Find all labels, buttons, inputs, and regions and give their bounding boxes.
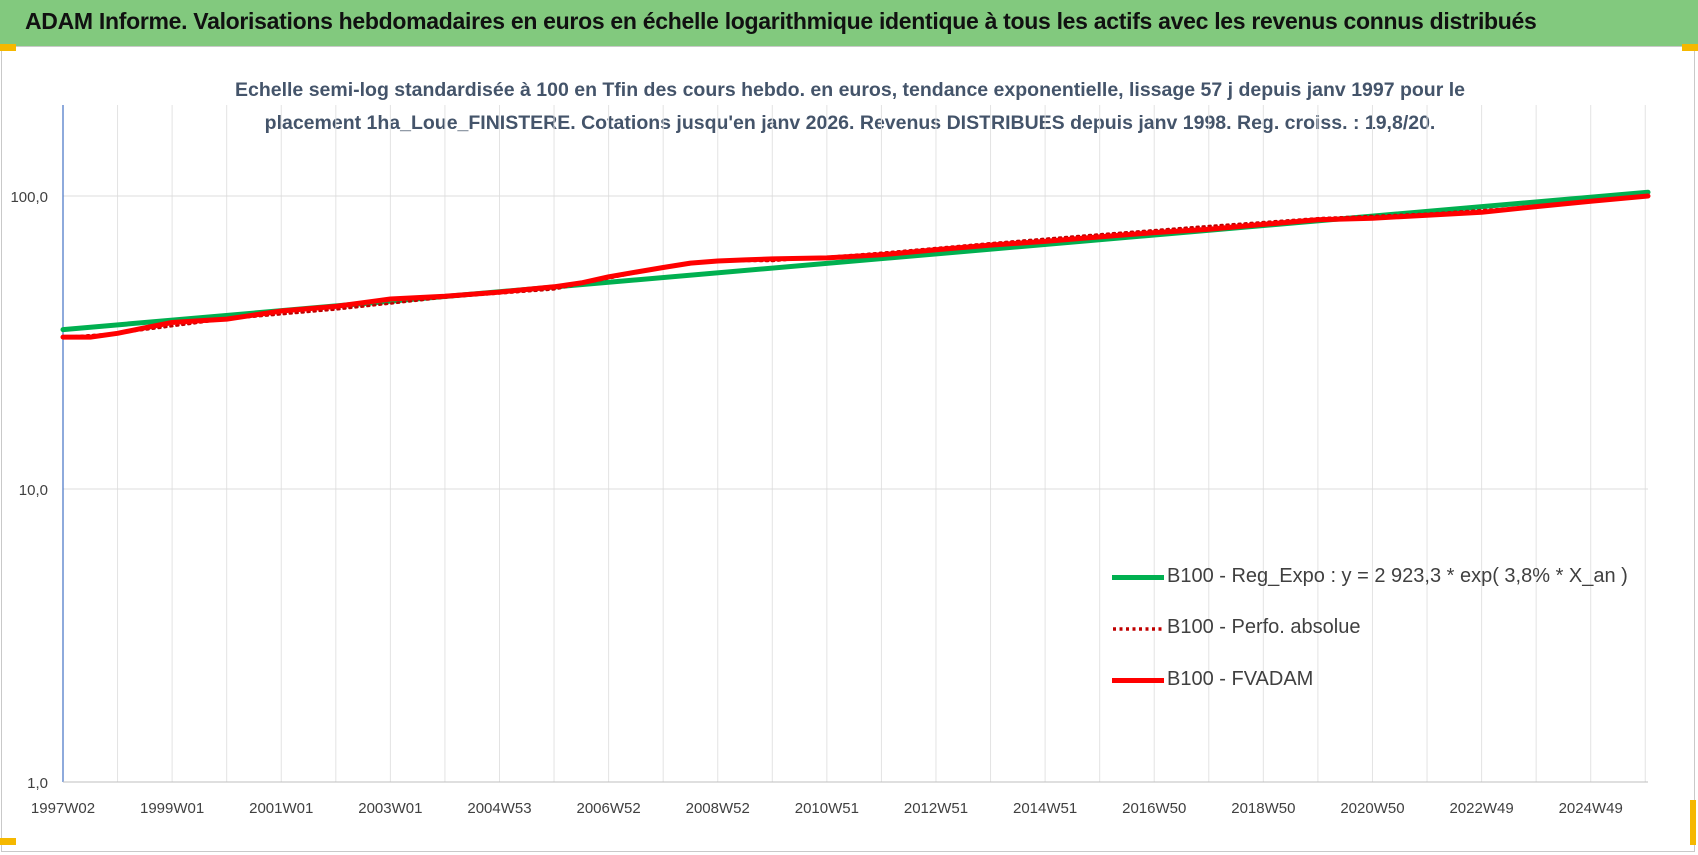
x-tick-label: 2006W52 — [577, 800, 641, 817]
corner-marker-bottom-right — [1690, 800, 1696, 845]
x-tick-label: 2008W52 — [686, 800, 750, 817]
x-tick-label: 2004W53 — [467, 800, 531, 817]
chart-title-line-2: placement 1ha_Loue_FINISTERE. Cotations … — [264, 112, 1436, 134]
page-title: ADAM Informe. Valorisations hebdomadaire… — [25, 8, 1537, 34]
x-tick-label: 2022W49 — [1449, 800, 1513, 817]
corner-marker-top-right — [1682, 44, 1698, 51]
x-tick-label: 2020W50 — [1340, 800, 1404, 817]
x-tick-label: 2014W51 — [1013, 800, 1077, 817]
legend-item-reg-expo: B100 - Reg_Expo : y = 2 923,3 * exp( 3,8… — [1112, 562, 1672, 592]
y-tick-label: 100,0 — [10, 189, 48, 206]
corner-marker-bottom-left — [0, 838, 16, 845]
x-tick-label: 1997W02 — [31, 800, 95, 817]
chart-frame — [1, 46, 1695, 852]
chart-title: Echelle semi-log standardisée à 100 en T… — [160, 74, 1540, 140]
legend-label-perfo-absolue: B100 - Perfo. absolue — [1167, 616, 1361, 638]
x-tick-label: 2001W01 — [249, 800, 313, 817]
header-banner: ADAM Informe. Valorisations hebdomadaire… — [0, 0, 1698, 47]
x-tick-label: 2010W51 — [795, 800, 859, 817]
axes — [62, 105, 1648, 783]
series-line-2 — [60, 193, 1651, 340]
y-tick-label: 10,0 — [19, 482, 48, 499]
legend-swatch-reg-expo — [1112, 575, 1164, 580]
x-tick-label: 2003W01 — [358, 800, 422, 817]
x-tick-label: 2012W51 — [904, 800, 968, 817]
x-tick-label: 2018W50 — [1231, 800, 1295, 817]
y-tick-label: 1,0 — [27, 775, 48, 792]
x-tick-label: 2024W49 — [1559, 800, 1623, 817]
legend-label-reg-expo: B100 - Reg_Expo : y = 2 923,3 * exp( 3,8… — [1167, 565, 1628, 587]
corner-marker-top-left — [0, 44, 16, 51]
legend-item-perfo-absolue: B100 - Perfo. absolue — [1112, 613, 1672, 643]
legend-swatch-perfo-absolue — [1113, 627, 1164, 631]
x-tick-label: 2016W50 — [1122, 800, 1186, 817]
chart-title-line-1: Echelle semi-log standardisée à 100 en T… — [234, 79, 1465, 101]
legend-label-fvadam: B100 - FVADAM — [1167, 668, 1314, 690]
legend-swatch-fvadam — [1112, 678, 1164, 683]
legend-item-fvadam: B100 - FVADAM — [1112, 665, 1672, 695]
series-lines — [60, 189, 1651, 340]
tick-labels: 1,0 10,0 100,0 1997W02 1999W01 2001W01 2003W01… — [10, 189, 1622, 817]
x-tick-label: 1999W01 — [140, 800, 204, 817]
